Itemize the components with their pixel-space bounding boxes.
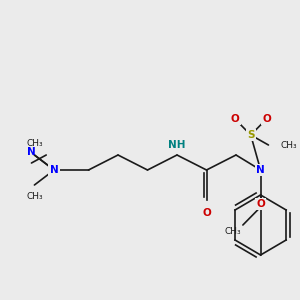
Text: N: N bbox=[50, 165, 58, 175]
Text: O: O bbox=[262, 114, 271, 124]
Text: NH: NH bbox=[168, 140, 186, 150]
Text: CH₃: CH₃ bbox=[280, 140, 297, 149]
Text: O: O bbox=[202, 208, 211, 218]
Text: O: O bbox=[256, 199, 265, 209]
Text: O: O bbox=[231, 114, 239, 124]
Text: CH₃: CH₃ bbox=[26, 192, 43, 201]
Text: N: N bbox=[27, 147, 36, 157]
Text: CH₃: CH₃ bbox=[26, 139, 43, 148]
Text: S: S bbox=[247, 130, 254, 140]
Text: N: N bbox=[256, 165, 265, 175]
Text: CH₃: CH₃ bbox=[224, 227, 241, 236]
